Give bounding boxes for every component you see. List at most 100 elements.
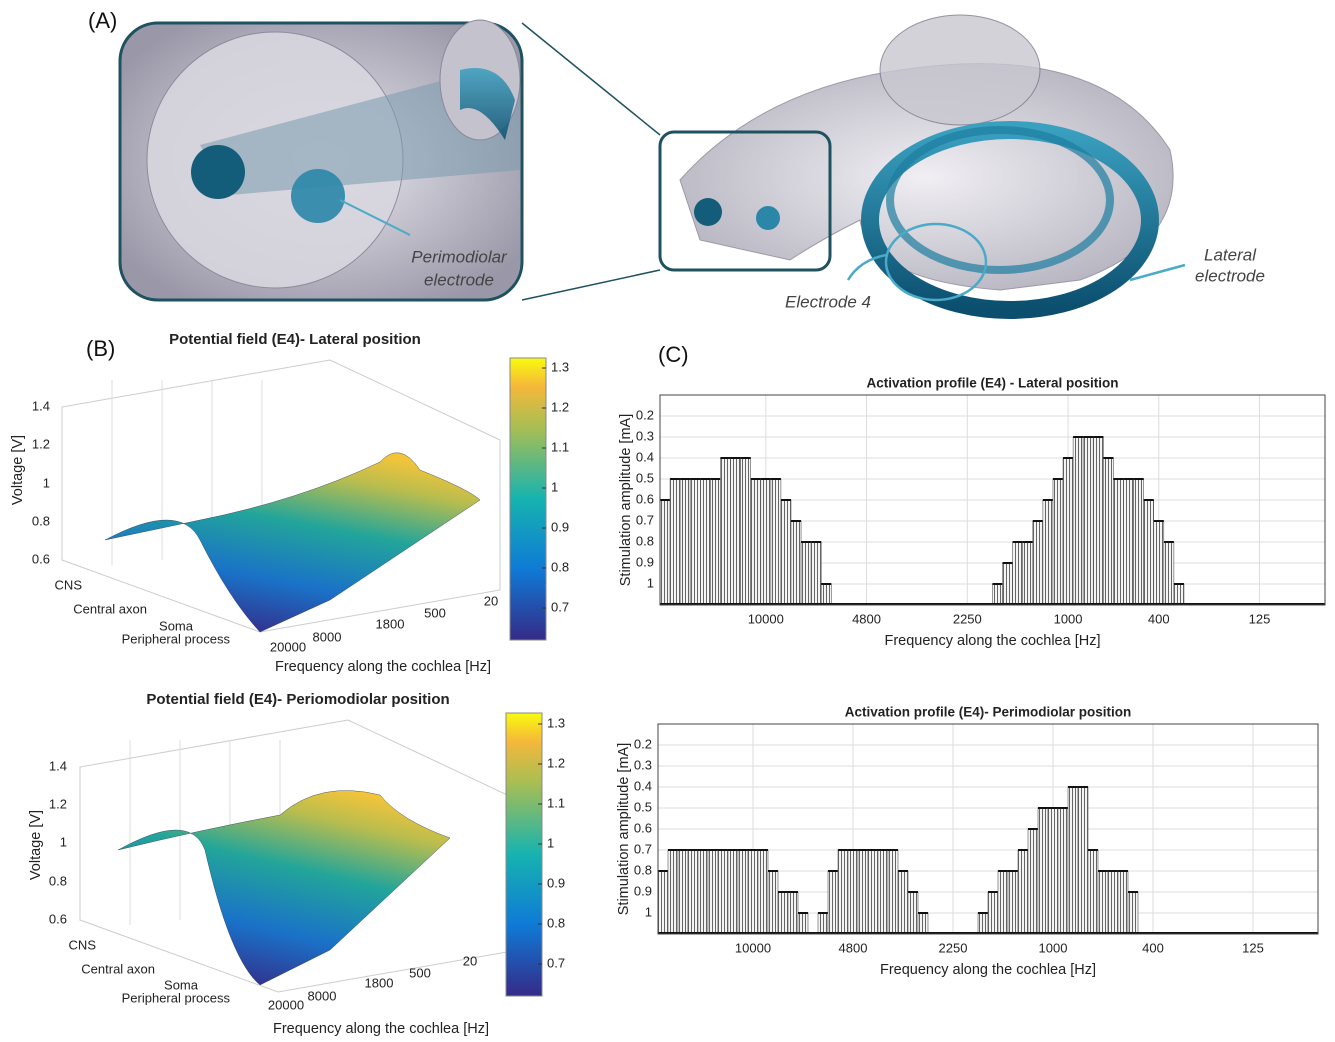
bar: [740, 457, 751, 606]
plot-frame: [657, 723, 1319, 935]
y-tick-label: 0.6: [634, 820, 652, 835]
x-tick-label: 125: [1249, 611, 1271, 626]
z-tick-label: 0.8: [49, 873, 67, 888]
y-tick-label: 0.8: [636, 533, 654, 548]
bar: [1077, 786, 1089, 935]
panel-a-illustration: [118, 14, 1186, 319]
chart-title: Activation profile (E4)- Perimodiolar po…: [845, 705, 1132, 720]
bar: [1062, 457, 1074, 606]
y-tick-label: 0.5: [634, 799, 652, 814]
bar: [737, 849, 749, 935]
bar: [760, 478, 772, 606]
bar: [669, 478, 681, 606]
bar: [917, 912, 929, 935]
bar: [659, 499, 671, 606]
bar: [780, 499, 792, 606]
y-tick-label: Soma: [164, 977, 199, 992]
panel-label: (B): [86, 336, 115, 361]
z-tick-label: 0.8: [32, 513, 50, 528]
x-tick-label: 1800: [376, 616, 405, 631]
bar: [767, 870, 779, 935]
colorbar-tick-label: 0.8: [551, 559, 569, 574]
plot-frame: [659, 394, 1326, 606]
bar: [777, 891, 789, 935]
bar: [1173, 583, 1185, 606]
bar: [977, 912, 989, 935]
z-tick-label: 1.2: [32, 436, 50, 451]
bar: [1092, 436, 1104, 606]
y-tick-label: 0.7: [634, 841, 652, 856]
x-tick-label: 125: [1242, 940, 1264, 955]
bar: [1022, 541, 1034, 606]
bar: [907, 891, 919, 935]
colorbar-tick-label: 0.7: [547, 955, 565, 970]
colorbar-tick-label: 1.2: [547, 755, 565, 770]
z-tick-label: 1.4: [49, 758, 67, 773]
bar: [1047, 807, 1059, 935]
z-tick-label: 1: [60, 834, 67, 849]
x-tick-label: 500: [424, 605, 446, 620]
z-axis-label: Voltage [V]: [28, 810, 44, 880]
x-tick-label: 1000: [1054, 611, 1083, 626]
bar: [1082, 436, 1094, 606]
bar: [747, 849, 759, 935]
bar: [1107, 870, 1119, 935]
bar: [1133, 478, 1144, 606]
bar: [1127, 891, 1139, 935]
colorbar-tick-label: 0.8: [547, 915, 565, 930]
y-tick-label: 0.7: [636, 512, 654, 527]
bar: [1072, 436, 1084, 606]
z-tick-label: 0.6: [32, 551, 50, 566]
bar: [750, 478, 762, 606]
x-tick-label: 1800: [365, 975, 394, 990]
z-tick-label: 1: [43, 475, 50, 490]
x-tick-label: 20000: [268, 997, 304, 1012]
y-axis-label: Stimulation amplitude [mA]: [616, 743, 632, 915]
bar: [717, 849, 729, 935]
bar: [700, 478, 711, 606]
bar: [677, 849, 689, 935]
y-axis-label: Stimulation amplitude [mA]: [618, 414, 634, 586]
colorbar-tick-label: 1.1: [551, 439, 569, 454]
x-tick-label: 20000: [270, 639, 306, 654]
bar: [707, 849, 719, 935]
bar: [820, 583, 832, 606]
bar: [667, 849, 679, 935]
y-tick-label: 0.2: [636, 407, 654, 422]
bar: [679, 478, 691, 606]
colorbar-tick-label: 0.7: [551, 599, 569, 614]
bar: [1123, 478, 1134, 606]
colorbar-tick-label: 1: [551, 479, 558, 494]
x-tick-label: 400: [1142, 940, 1164, 955]
bar: [1143, 499, 1155, 606]
bar: [1042, 499, 1054, 606]
y-tick-label: 0.4: [634, 778, 652, 793]
bar: [997, 870, 1009, 935]
bar: [992, 583, 1003, 606]
colorbar-tick-label: 1.3: [547, 715, 565, 730]
bar: [1027, 828, 1039, 935]
bar: [1103, 457, 1114, 606]
bar: [787, 891, 799, 935]
x-axis-label: Frequency along the cochlea [Hz]: [275, 659, 491, 675]
bar: [1057, 807, 1069, 935]
colorbar-tick-label: 0.9: [547, 875, 565, 890]
y-tick-label: 0.3: [634, 757, 652, 772]
x-tick-label: 500: [409, 965, 431, 980]
x-axis-label: Frequency along the cochlea [Hz]: [884, 633, 1100, 649]
annotation: Lateral: [1204, 245, 1257, 264]
y-tick-label: 1: [647, 575, 654, 590]
bar: [810, 541, 822, 606]
x-tick-label: 1000: [1039, 940, 1068, 955]
bar: [887, 849, 899, 935]
x-tick-label: 2250: [939, 940, 968, 955]
bar: [1117, 870, 1129, 935]
bar: [867, 849, 879, 935]
plot-title: Potential field (E4)- Periomodiolar posi…: [146, 691, 449, 708]
bar: [730, 457, 741, 606]
colorbar-tick-label: 0.9: [551, 519, 569, 534]
bar: [1097, 870, 1109, 935]
bar: [727, 849, 739, 935]
y-tick-label: 1: [645, 904, 652, 919]
